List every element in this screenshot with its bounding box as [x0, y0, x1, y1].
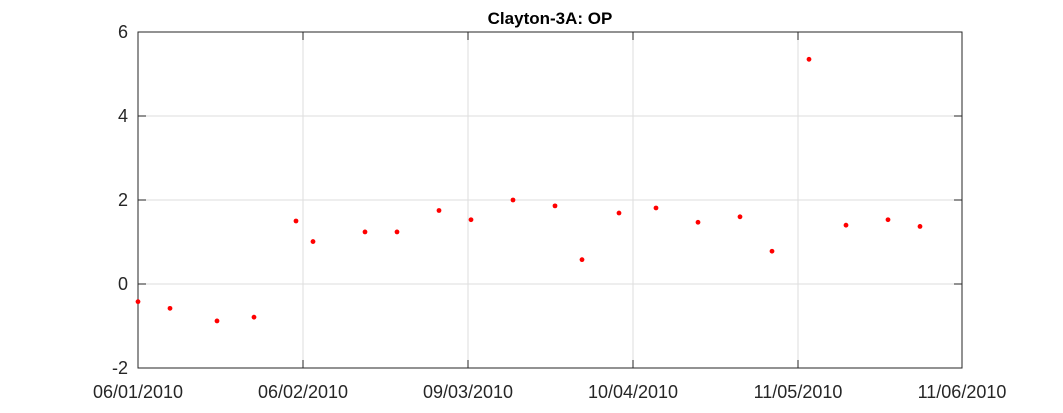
data-point [737, 214, 743, 220]
x-tick-label: 11/05/2010 [754, 382, 843, 402]
data-point [769, 248, 775, 254]
y-tick-label: 4 [118, 106, 128, 126]
data-point [362, 229, 368, 235]
data-point [135, 299, 141, 305]
data-point [843, 222, 849, 228]
data-point [510, 197, 516, 203]
data-point [579, 257, 585, 263]
data-point [293, 218, 299, 224]
data-point [695, 219, 701, 225]
x-tick-label: 06/02/2010 [258, 382, 348, 402]
x-tick-label: 09/03/2010 [423, 382, 513, 402]
data-point [552, 203, 558, 209]
axis-ticks [137, 31, 963, 369]
chart-title: Clayton-3A: OP [488, 9, 613, 28]
data-point [616, 210, 622, 216]
x-tick-label: 06/01/2010 [93, 382, 183, 402]
data-point [394, 229, 400, 235]
data-point [167, 305, 173, 311]
tick-labels: -2 0 2 4 6 06/01/2010 06/02/2010 09/03/2010 10/0… [93, 22, 1006, 402]
y-tick-label: -2 [112, 358, 128, 378]
y-tick-label: 0 [118, 274, 128, 294]
data-point [917, 224, 923, 229]
y-tick-label: 6 [118, 22, 128, 42]
data-point [251, 314, 257, 320]
data-points [135, 56, 923, 324]
data-point [653, 205, 659, 211]
grid-lines [138, 32, 962, 368]
data-point [468, 217, 474, 223]
data-point [214, 318, 220, 324]
data-point [885, 217, 891, 223]
y-tick-label: 2 [118, 190, 128, 210]
data-point [436, 208, 442, 213]
x-tick-label: 10/04/2010 [588, 382, 678, 402]
data-point [806, 56, 812, 62]
data-point [310, 239, 316, 244]
x-tick-label: 11/06/2010 [918, 382, 1007, 402]
